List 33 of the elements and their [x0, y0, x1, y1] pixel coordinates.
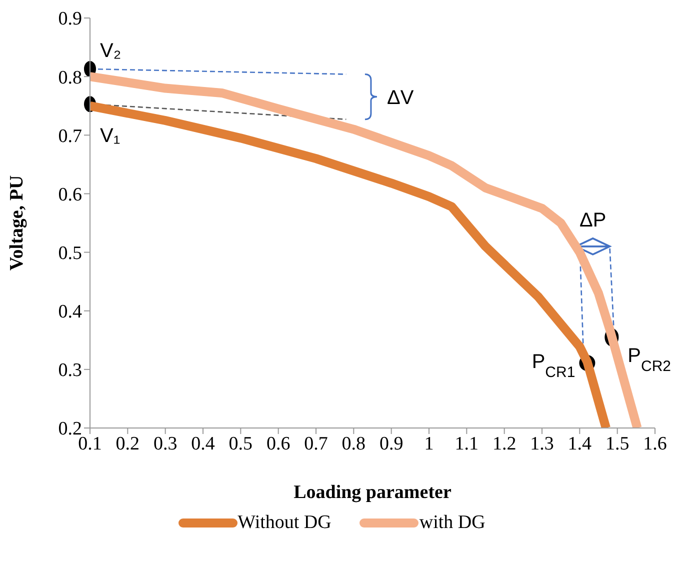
- x-tick-label: 1: [424, 433, 434, 454]
- x-tick-label: 0.8: [342, 433, 366, 454]
- annotation: P$_{CR1}$: [532, 350, 576, 380]
- x-tick-label: 1.2: [492, 433, 516, 454]
- annotation: P$_{CR2}$: [628, 345, 672, 375]
- annotation: ΔV: [386, 86, 414, 109]
- y-tick-label: 0.9: [58, 8, 82, 30]
- annotation: V₁: [100, 125, 120, 148]
- x-tick-label: 0.9: [379, 433, 404, 454]
- y-tick-label: 0.3: [58, 360, 82, 382]
- x-axis-title: Loading parameter: [294, 482, 452, 503]
- y-tick-label: 0.8: [58, 67, 82, 88]
- annotation: ΔP: [580, 209, 606, 232]
- legend-label: with DG: [418, 512, 486, 534]
- y-axis-title: Voltage, PU: [6, 175, 28, 271]
- x-tick-label: 0.2: [116, 433, 140, 454]
- y-tick-label: 0.6: [58, 184, 82, 206]
- legend-label: Without DG: [236, 512, 332, 534]
- x-tick-label: 1.6: [643, 433, 667, 454]
- x-tick-label: 0.4: [191, 433, 216, 454]
- x-tick-label: 1.5: [605, 433, 630, 454]
- x-tick-label: 1.3: [530, 433, 554, 454]
- x-tick-label: 0.5: [228, 433, 253, 454]
- y-tick-label: 0.7: [58, 126, 82, 147]
- x-tick-label: 0.7: [304, 433, 328, 454]
- annotation: V₂: [100, 40, 122, 62]
- y-tick-label: 0.4: [58, 302, 82, 323]
- x-tick-label: 0.1: [78, 433, 102, 454]
- x-tick-label: 0.3: [153, 433, 178, 454]
- x-tick-label: 1.4: [568, 433, 592, 454]
- y-tick-label: 0.5: [58, 243, 82, 264]
- x-tick-label: 0.6: [266, 433, 290, 454]
- x-tick-label: 1.1: [454, 433, 479, 454]
